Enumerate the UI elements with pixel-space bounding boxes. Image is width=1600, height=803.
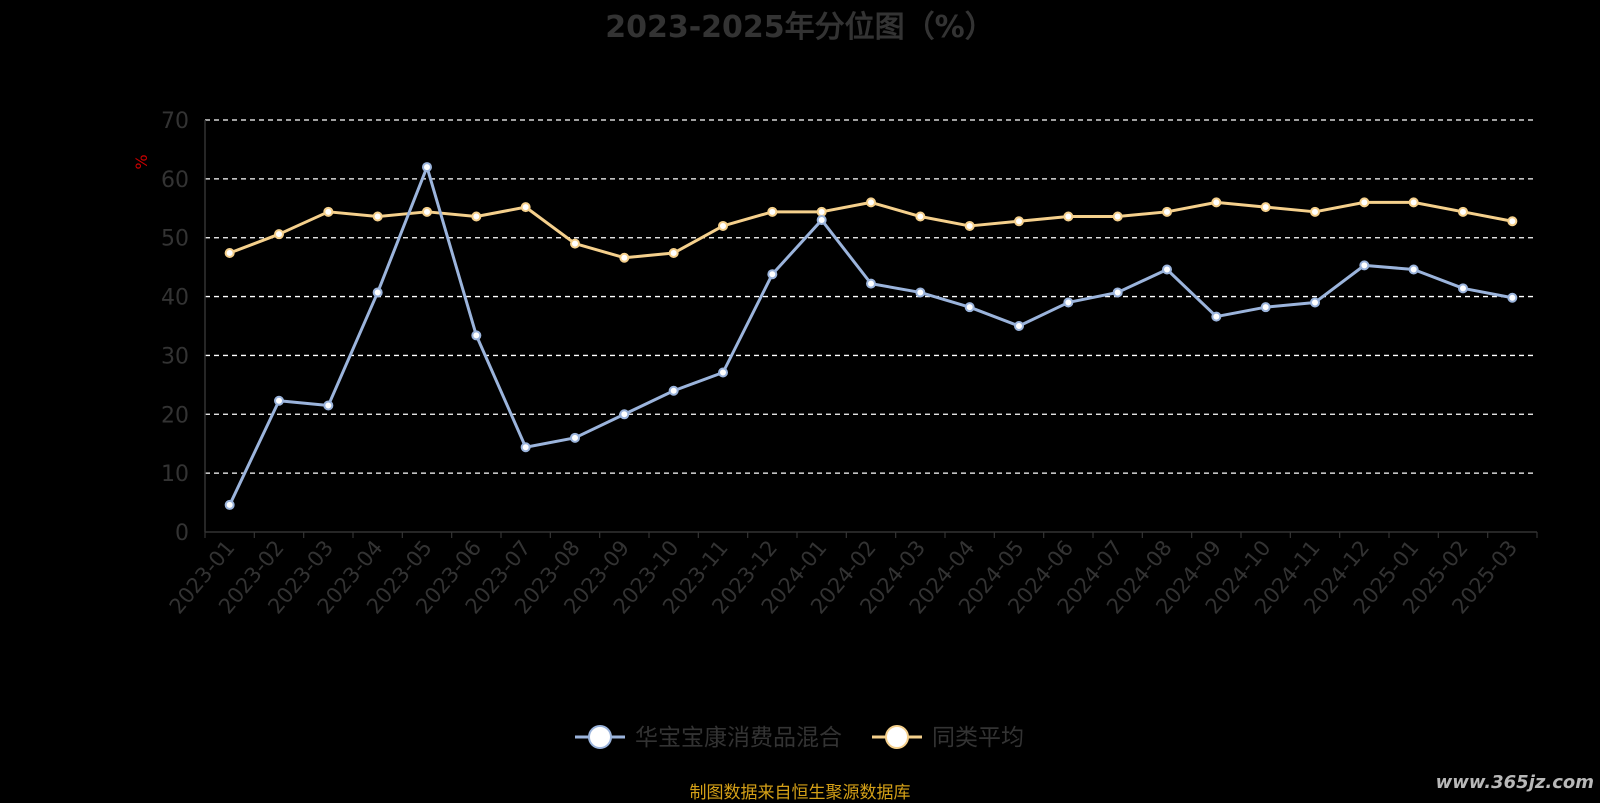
data-point xyxy=(422,206,432,217)
data-point xyxy=(915,287,926,298)
data-point xyxy=(668,248,679,259)
data-point xyxy=(570,432,580,443)
data-point xyxy=(570,238,580,249)
data-point xyxy=(1507,292,1518,303)
y-tick-label: 70 xyxy=(161,109,189,134)
data-point xyxy=(1063,211,1074,222)
y-tick-label: 30 xyxy=(161,344,189,369)
legend-marker-1 xyxy=(885,725,909,749)
source-note: 制图数据来自恒生聚源数据库 xyxy=(689,783,911,803)
chart-title: 2023-2025年分位图（%） xyxy=(605,10,995,45)
data-point xyxy=(372,287,383,298)
data-point xyxy=(224,248,235,259)
data-point xyxy=(274,395,284,406)
legend-label-1: 同类平均 xyxy=(932,725,1024,751)
data-point xyxy=(619,409,630,420)
data-point xyxy=(816,206,827,217)
series-line-1 xyxy=(229,200,1513,260)
data-point xyxy=(767,269,778,280)
data-point xyxy=(816,215,827,226)
data-point xyxy=(1063,297,1074,308)
data-point xyxy=(422,162,432,173)
data-point xyxy=(718,220,728,231)
legend-marker-0 xyxy=(588,725,612,749)
data-point xyxy=(718,367,728,378)
data-point xyxy=(323,400,334,411)
data-point xyxy=(767,206,778,217)
data-point xyxy=(964,302,975,313)
y-tick-label: 40 xyxy=(161,286,189,311)
data-point xyxy=(1211,197,1222,208)
data-point xyxy=(224,499,235,510)
data-point xyxy=(471,211,482,222)
data-point xyxy=(520,202,531,213)
data-point xyxy=(619,252,630,263)
data-point xyxy=(1408,197,1419,208)
data-point xyxy=(1260,202,1271,213)
data-point xyxy=(1310,297,1320,308)
legend-label-0: 华宝宝康消费品混合 xyxy=(635,725,842,751)
data-point xyxy=(1458,283,1468,294)
data-point xyxy=(1162,206,1172,217)
data-point xyxy=(1310,206,1320,217)
data-point xyxy=(372,211,383,222)
y-axis-label: % xyxy=(132,154,151,169)
series-line-0 xyxy=(228,165,1513,506)
data-point xyxy=(668,385,679,396)
data-point xyxy=(1014,321,1024,331)
data-point xyxy=(1260,302,1271,313)
data-point xyxy=(1112,211,1123,222)
data-point xyxy=(964,220,975,231)
data-point xyxy=(1211,311,1222,322)
data-point xyxy=(1408,264,1419,275)
data-point xyxy=(520,442,531,453)
data-point xyxy=(323,206,334,217)
y-tick-label: 10 xyxy=(161,462,189,487)
data-point xyxy=(1162,264,1172,275)
data-point xyxy=(1112,287,1123,298)
data-point xyxy=(866,197,876,208)
data-point xyxy=(915,211,926,222)
data-point xyxy=(1014,216,1024,227)
y-tick-label: 20 xyxy=(161,403,189,428)
data-point xyxy=(471,330,482,341)
data-point xyxy=(1507,216,1518,227)
y-tick-label: 60 xyxy=(161,168,189,193)
data-point xyxy=(274,229,284,240)
data-point xyxy=(866,278,876,289)
data-point xyxy=(1359,197,1370,208)
y-tick-label: 0 xyxy=(175,521,189,546)
watermark: www.365jz.com xyxy=(1435,772,1594,793)
data-point xyxy=(1359,260,1370,271)
y-tick-label: 50 xyxy=(161,227,189,252)
data-point xyxy=(1458,206,1468,217)
